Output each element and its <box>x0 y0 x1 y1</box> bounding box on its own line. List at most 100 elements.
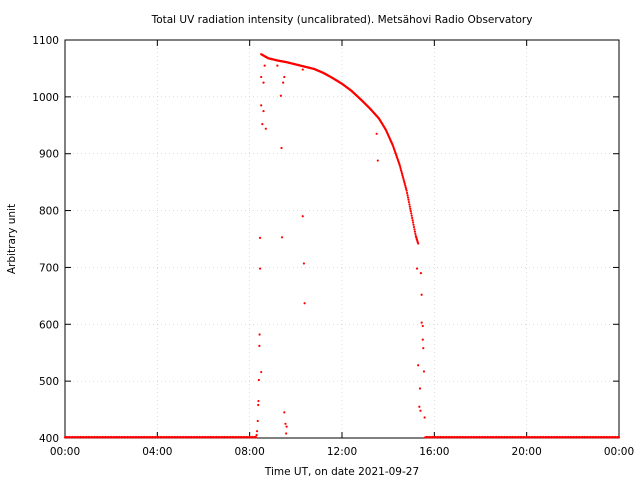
data-point <box>400 170 403 174</box>
data-point <box>257 403 260 407</box>
data-point <box>401 175 405 179</box>
data-point <box>301 68 304 71</box>
data-point <box>407 200 411 204</box>
x-tick-label: 00:00 <box>50 446 80 458</box>
data-point <box>284 422 287 425</box>
data-point <box>376 159 379 162</box>
data-point <box>422 370 426 373</box>
x-tick-label: 20:00 <box>512 446 542 458</box>
data-point <box>410 212 413 215</box>
y-tick-label: 800 <box>39 206 59 218</box>
data-point <box>258 267 262 270</box>
data-point <box>303 302 306 305</box>
data-point <box>419 409 422 412</box>
data-point <box>404 186 407 189</box>
data-point <box>412 223 415 226</box>
data-point <box>283 75 286 79</box>
data-point <box>283 411 286 414</box>
x-tick-label: 00:00 <box>604 446 634 458</box>
data-point <box>282 81 285 84</box>
data-point <box>262 109 265 113</box>
data-point <box>255 434 258 437</box>
plot-frame <box>64 39 620 439</box>
grid <box>65 40 619 438</box>
data-point <box>402 179 405 182</box>
data-point <box>419 272 423 275</box>
chart-title: Total UV radiation intensity (uncalibrat… <box>151 14 533 26</box>
x-tick-label: 16:00 <box>419 446 449 458</box>
data-point <box>399 167 402 170</box>
data-point <box>410 214 413 217</box>
data-point <box>411 219 414 222</box>
data-point <box>262 81 265 84</box>
data-point <box>258 236 262 239</box>
data-point <box>401 174 404 177</box>
data-point <box>399 165 402 168</box>
data-point <box>420 321 423 324</box>
data-point <box>280 236 284 239</box>
data-point <box>399 169 403 172</box>
x-tick-label: 04:00 <box>142 446 172 458</box>
axis-ticks: 00:00 04:00 08:00 12:00 16:00 20:00 00:0040050… <box>32 35 634 458</box>
data-point <box>285 432 288 435</box>
data-point <box>406 196 410 199</box>
data-points <box>63 53 621 439</box>
data-point <box>408 205 411 208</box>
data-point <box>414 232 417 235</box>
data-point <box>617 436 621 439</box>
data-point <box>375 132 378 135</box>
data-point <box>402 177 405 180</box>
data-point <box>417 242 420 245</box>
data-point <box>260 104 263 107</box>
data-point <box>400 172 404 175</box>
data-point <box>405 189 408 192</box>
data-point <box>409 210 412 213</box>
data-point <box>403 181 406 184</box>
data-point <box>255 436 258 439</box>
data-point <box>422 347 425 350</box>
data-point <box>408 203 411 206</box>
data-point <box>413 228 416 231</box>
data-point <box>260 75 263 79</box>
data-point <box>421 324 424 328</box>
data-point <box>404 184 407 187</box>
data-point <box>301 215 304 218</box>
data-point <box>403 182 406 185</box>
y-tick-label: 1100 <box>32 35 59 47</box>
data-point <box>415 267 419 270</box>
y-tick-label: 900 <box>39 149 59 161</box>
data-point <box>420 293 423 296</box>
y-axis-label: Arbitrary unit <box>6 204 18 274</box>
data-point <box>398 163 401 167</box>
y-tick-label: 400 <box>39 433 59 445</box>
data-point <box>255 430 259 433</box>
data-point <box>264 127 267 130</box>
data-point <box>279 94 282 97</box>
data-point <box>406 191 409 195</box>
data-point <box>405 187 408 191</box>
x-tick-label: 08:00 <box>235 446 265 458</box>
data-point <box>260 370 263 374</box>
y-tick-label: 600 <box>39 319 59 331</box>
data-point <box>418 387 422 390</box>
y-tick-label: 700 <box>39 262 59 274</box>
data-point <box>418 405 421 408</box>
data-point <box>276 64 279 67</box>
data-point <box>302 262 306 265</box>
data-point <box>417 364 420 367</box>
data-point <box>257 399 260 403</box>
data-point <box>257 378 260 382</box>
y-tick-label: 1000 <box>32 92 59 104</box>
data-point <box>258 333 261 336</box>
data-point <box>280 146 283 150</box>
data-point <box>423 416 426 419</box>
x-tick-label: 12:00 <box>327 446 357 458</box>
y-tick-label: 500 <box>39 376 59 388</box>
x-axis-label: Time UT, on date 2021-09-27 <box>264 466 419 478</box>
data-point <box>406 194 409 197</box>
data-point <box>285 425 288 428</box>
data-point <box>421 338 424 341</box>
data-point <box>411 216 414 220</box>
data-point <box>407 198 410 201</box>
